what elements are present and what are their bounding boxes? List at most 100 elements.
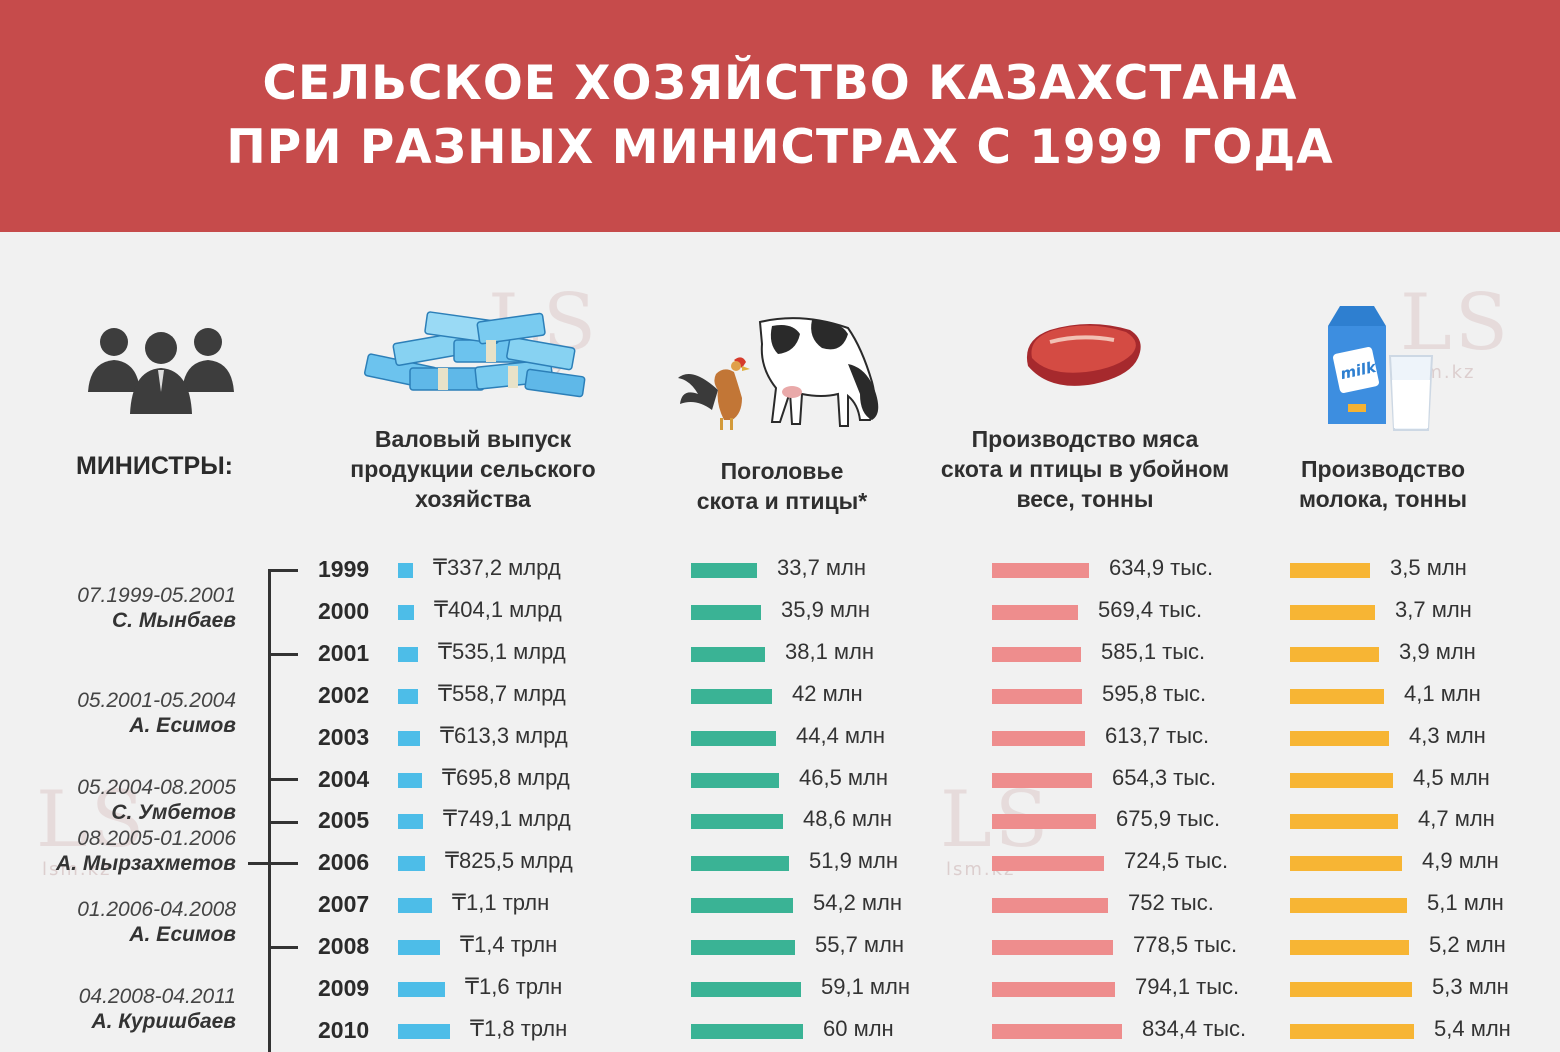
bar-series-3 [992,814,1096,830]
year-tick-label: 2004 [318,765,370,792]
data-label-series-3: 634,9 тыс. [1109,555,1214,580]
milk-column-header: Производство молока, тонны [1298,456,1468,512]
year-tick-label: 2010 [318,1016,370,1043]
data-label-series-1: ₸558,7 млрд [438,680,566,706]
year-tick-label: 2001 [318,639,370,666]
bar-series-2 [691,772,779,788]
bar-series-4 [1290,1023,1414,1039]
data-label-series-4: 5,2 млн [1429,932,1506,958]
data-label-series-1: ₸1,6 трлн [465,974,563,999]
data-label-series-2: 44,4 млн [796,722,886,748]
data-label-series-4: 3,9 млн [1399,638,1476,664]
year-tick-label: 2003 [318,723,370,750]
bar-series-4 [1290,688,1384,704]
period-bracket [268,653,298,656]
period-bracket [248,862,298,865]
data-label-series-2: 59,1 млн [821,974,911,999]
minister-period: 08.2005-01.2006 А. Мырзахметов [55,827,236,875]
minister-period: 04.2008-04.2011 А. Куришбаев [78,985,236,1033]
bar-series-1 [398,898,432,914]
data-label-series-2: 51,9 млн [809,848,899,874]
bar-series-2 [691,1023,803,1039]
year-tick-label: 2008 [318,933,370,960]
bar-series-3 [992,1023,1122,1039]
bar-series-1 [398,730,420,746]
title-line-1: СЕЛЬСКОЕ ХОЗЯЙСТВО КАЗАХСТАНА [262,56,1298,111]
bar-series-4 [1290,814,1398,830]
minister-period: 05.2004-08.2005 С. Умбетов [77,776,236,824]
data-label-series-2: 60 млн [823,1015,894,1041]
bar-series-2 [691,604,761,620]
people-icon [88,328,234,414]
bar-series-3 [992,730,1085,746]
year-tick-label: 1999 [318,556,370,582]
period-bracket [268,821,298,824]
output-column-header: Валовый выпуск продукции сельского хозяйст… [350,426,596,512]
bar-series-2 [691,646,765,662]
bar-series-1 [398,940,440,956]
year-tick-label: 2000 [318,597,370,624]
bar-series-3 [992,982,1115,997]
data-label-series-1: ₸695,8 млрд [442,764,570,790]
data-label-series-4: 4,9 млн [1422,848,1499,874]
period-bracket [268,780,271,822]
data-label-series-3: 834,4 тыс. [1142,1015,1247,1041]
bar-series-4 [1290,856,1402,872]
bar-series-3 [992,604,1078,620]
data-label-series-4: 4,3 млн [1409,722,1486,748]
period-bracket [268,823,271,865]
milk-carton-and-glass-icon: milk [1328,306,1434,431]
data-label-series-4: 4,5 млн [1413,764,1490,790]
bar-series-1 [398,814,423,830]
bar-series-4 [1290,730,1389,746]
year-tick-label: 2007 [318,891,370,918]
year-tick-label: 2006 [318,849,370,876]
title-banner: СЕЛЬСКОЕ ХОЗЯЙСТВО КАЗАХСТАНА ПРИ РАЗНЫХ… [0,0,1560,232]
data-label-series-4: 4,7 млн [1418,806,1495,832]
data-label-series-1: ₸1,4 трлн [460,932,558,958]
bar-series-2 [691,982,801,997]
bar-series-4 [1290,982,1412,997]
period-bracket [268,778,298,781]
data-label-series-2: 46,5 млн [799,764,889,790]
period-bracket [268,655,271,779]
bar-series-3 [992,772,1092,788]
rooster [678,357,750,430]
data-label-series-3: 752 тыс. [1128,890,1214,916]
data-label-series-2: 38,1 млн [785,638,875,664]
money-stack-icon [364,311,586,398]
cow [758,317,879,427]
bar-series-4 [1290,772,1393,788]
bar-series-2 [691,940,795,956]
data-label-series-1: ₸749,1 млрд [443,806,571,832]
bar-series-1 [398,772,422,788]
year-tick-label: 2002 [318,681,370,708]
period-bracket [268,569,271,655]
bar-series-3 [992,688,1082,704]
bar-series-2 [691,688,772,704]
data-label-series-2: 48,6 млн [803,806,893,832]
data-label-series-3: 794,1 тыс. [1135,974,1240,999]
data-label-series-2: 54,2 млн [813,890,903,916]
data-label-series-3: 585,1 тыс. [1101,638,1206,664]
data-label-series-1: ₸1,1 трлн [452,890,550,916]
livestock-column-header: Поголовье скота и птицы* [696,458,868,514]
data-label-series-2: 55,7 млн [815,932,905,958]
period-bracket [268,946,298,949]
bar-series-2 [691,856,789,872]
data-label-series-3: 595,8 тыс. [1102,680,1207,706]
data-label-series-4: 5,3 млн [1432,974,1509,999]
bar-series-2 [691,814,783,830]
period-bracket [268,569,298,572]
data-label-series-4: 3,7 млн [1395,596,1472,622]
year-tick-label: 2009 [318,975,370,1001]
bar-series-3 [992,940,1113,956]
bar-series-3 [992,856,1104,872]
data-label-series-2: 33,7 млн [777,555,867,580]
data-label-series-2: 42 млн [792,680,863,706]
bar-series-4 [1290,898,1407,914]
ministers-heading: МИНИСТРЫ: [76,452,233,480]
data-label-series-3: 613,7 тыс. [1105,722,1210,748]
